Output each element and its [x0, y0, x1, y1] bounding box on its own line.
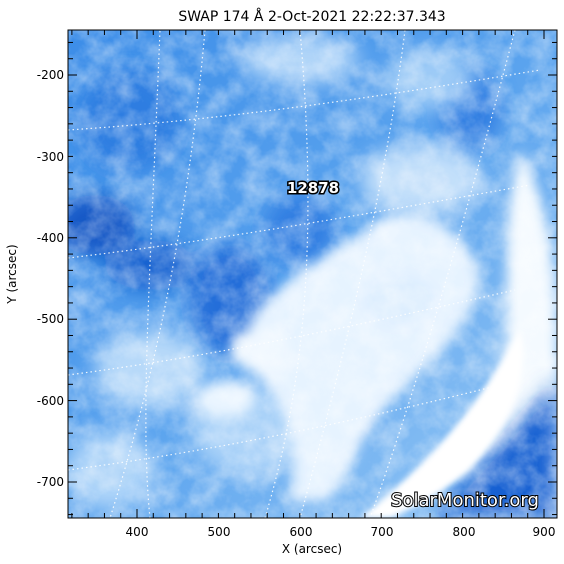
x-tick-label: 400: [126, 525, 149, 539]
axis-ticks: [68, 30, 557, 518]
y-tick-label: -200: [37, 68, 64, 82]
y-tick-label: -500: [37, 312, 64, 326]
y-tick-label: -400: [37, 231, 64, 245]
plot-frame: [67, 29, 558, 519]
y-tick-label: -300: [37, 150, 64, 164]
x-tick-label: 600: [290, 525, 313, 539]
heliographic-grid: [68, 30, 541, 518]
y-tick-labels: -200 -300 -400 -500 -600 -700: [37, 68, 64, 489]
active-region-label: 12878: [287, 179, 339, 197]
x-tick-label: 500: [208, 525, 231, 539]
y-tick-label: -600: [37, 394, 64, 408]
x-tick-label: 900: [533, 525, 556, 539]
x-tick-label: 800: [453, 525, 476, 539]
y-axis-label: Y (arcsec): [5, 244, 19, 304]
watermark: SolarMonitor.org: [391, 490, 539, 511]
x-tick-label: 700: [371, 525, 394, 539]
image-title: SWAP 174 Å 2-Oct-2021 22:22:37.343: [178, 8, 445, 25]
x-tick-labels: 400 500 600 700 800 900: [126, 525, 556, 539]
x-axis-label: X (arcsec): [282, 542, 342, 556]
solar-image: [68, 30, 557, 518]
y-tick-label: -700: [37, 475, 64, 489]
